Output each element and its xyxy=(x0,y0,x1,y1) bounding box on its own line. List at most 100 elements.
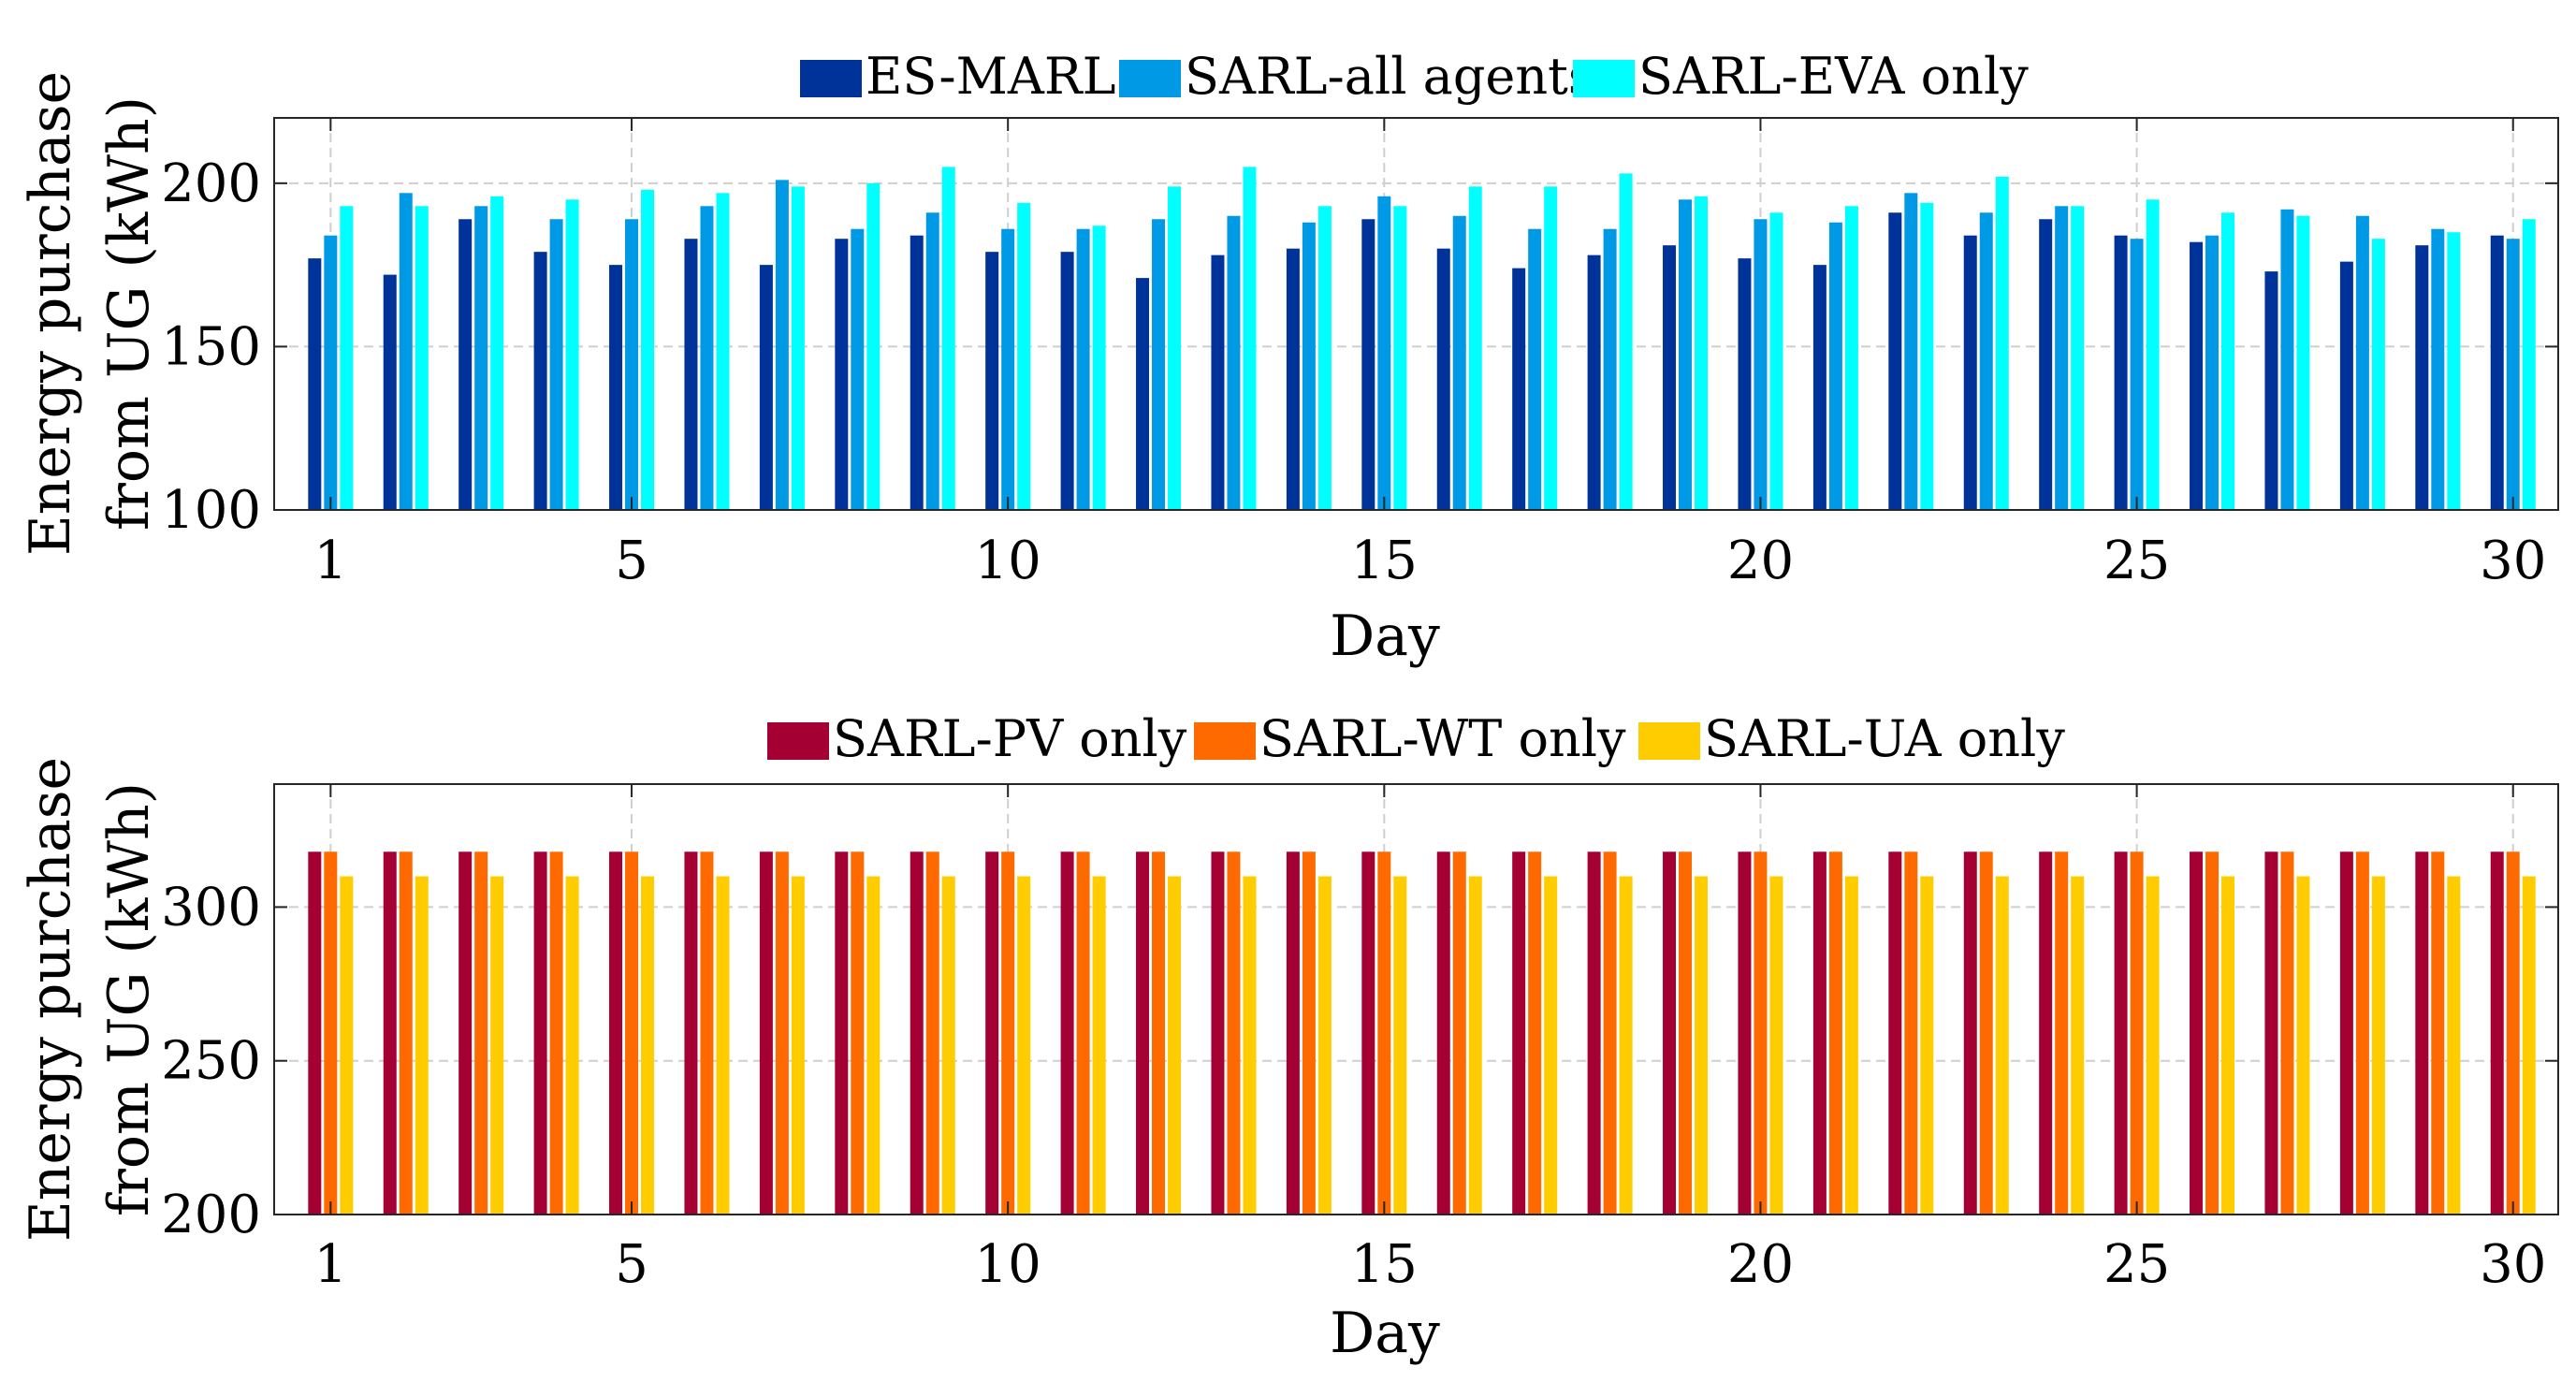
bar-sarl-eva-only-day-23 xyxy=(1995,176,2009,510)
bar-sarl-ua-only-day-2 xyxy=(415,876,429,1215)
bar-sarl-ua-only-day-4 xyxy=(565,876,579,1215)
bar-sarl-eva-only-day-8 xyxy=(866,182,880,511)
bar-es-marl-day-3 xyxy=(458,219,473,510)
bar-sarl-all-agents-day-9 xyxy=(925,212,939,510)
bar-es-marl-day-13 xyxy=(1211,255,1225,510)
bar-sarl-ua-only-day-1 xyxy=(340,876,354,1215)
bar-es-marl-day-23 xyxy=(1963,235,1977,510)
bar-sarl-pv-only-day-27 xyxy=(2264,851,2278,1215)
bar-sarl-pv-only-day-15 xyxy=(1361,851,1375,1215)
bar-sarl-pv-only-day-13 xyxy=(1211,851,1225,1215)
x-tick-label: 1 xyxy=(314,1234,348,1295)
bar-sarl-all-agents-day-1 xyxy=(324,235,338,510)
legend-swatch-sarl-eva-only xyxy=(1573,60,1635,97)
bar-sarl-wt-only-day-17 xyxy=(1528,851,1542,1215)
x-tick-label: 5 xyxy=(615,531,648,591)
y-axis-title-line1: Energy purchase xyxy=(18,71,83,556)
bar-sarl-ua-only-day-22 xyxy=(1920,876,1934,1215)
bar-sarl-pv-only-day-26 xyxy=(2190,851,2204,1215)
bar-sarl-eva-only-day-27 xyxy=(2296,215,2310,510)
bar-sarl-wt-only-day-4 xyxy=(549,851,563,1215)
bar-sarl-eva-only-day-2 xyxy=(415,206,429,510)
bar-sarl-all-agents-day-8 xyxy=(851,228,865,510)
bar-sarl-all-agents-day-7 xyxy=(775,180,789,510)
x-tick-label: 15 xyxy=(1351,531,1418,591)
bar-sarl-pv-only-day-7 xyxy=(759,851,773,1215)
bar-sarl-ua-only-day-15 xyxy=(1393,876,1407,1215)
bar-sarl-eva-only-day-28 xyxy=(2371,239,2385,511)
bar-es-marl-day-9 xyxy=(910,235,924,510)
bar-sarl-pv-only-day-12 xyxy=(1136,851,1150,1215)
bar-sarl-all-agents-day-30 xyxy=(2506,239,2520,511)
x-tick-label: 30 xyxy=(2480,1234,2546,1295)
bar-sarl-ua-only-day-11 xyxy=(1092,876,1106,1215)
bar-sarl-pv-only-day-19 xyxy=(1663,851,1677,1215)
y-tick-label: 250 xyxy=(161,1031,261,1092)
bar-sarl-eva-only-day-7 xyxy=(791,186,805,510)
bar-es-marl-day-12 xyxy=(1136,278,1150,510)
bar-es-marl-day-8 xyxy=(835,239,849,511)
y-tick-label: 100 xyxy=(161,480,261,541)
bar-sarl-ua-only-day-16 xyxy=(1468,876,1482,1215)
bar-sarl-ua-only-day-3 xyxy=(490,876,504,1215)
bar-sarl-all-agents-day-11 xyxy=(1076,228,1090,510)
bar-sarl-pv-only-day-3 xyxy=(458,851,473,1215)
bar-sarl-ua-only-day-21 xyxy=(1844,876,1858,1215)
bar-sarl-pv-only-day-14 xyxy=(1286,851,1300,1215)
legend-label-sarl-all-agents: SARL-all agents xyxy=(1185,47,1594,106)
bar-sarl-wt-only-day-23 xyxy=(1979,851,1993,1215)
bar-sarl-pv-only-day-4 xyxy=(533,851,547,1215)
bar-sarl-eva-only-day-10 xyxy=(1017,202,1031,511)
bar-sarl-ua-only-day-24 xyxy=(2071,876,2085,1215)
bar-sarl-wt-only-day-6 xyxy=(700,851,714,1215)
bar-es-marl-day-24 xyxy=(2039,219,2053,510)
legend-label-sarl-eva-only: SARL-EVA only xyxy=(1638,47,2029,106)
x-tick-label: 20 xyxy=(1727,531,1794,591)
bar-sarl-eva-only-day-6 xyxy=(716,193,730,510)
bar-sarl-eva-only-day-26 xyxy=(2221,212,2235,510)
bar-sarl-eva-only-day-3 xyxy=(490,196,504,511)
bar-sarl-wt-only-day-26 xyxy=(2205,851,2219,1215)
bar-sarl-wt-only-day-3 xyxy=(474,851,488,1215)
legend-bottom: SARL-PV only SARL-WT only SARL-UA only xyxy=(767,709,2065,768)
plot-frame-top xyxy=(273,117,2559,511)
bar-es-marl-day-2 xyxy=(383,274,397,510)
bar-sarl-eva-only-day-13 xyxy=(1243,167,1257,510)
bar-es-marl-day-15 xyxy=(1361,219,1375,510)
bar-sarl-eva-only-day-21 xyxy=(1844,206,1858,510)
bar-sarl-eva-only-day-9 xyxy=(941,167,955,510)
bar-sarl-eva-only-day-29 xyxy=(2447,232,2461,511)
bar-sarl-pv-only-day-1 xyxy=(308,851,322,1215)
bar-sarl-ua-only-day-28 xyxy=(2371,876,2385,1215)
legend-label-es-marl: ES-MARL xyxy=(866,47,1115,106)
bar-sarl-all-agents-day-22 xyxy=(1904,193,1918,510)
bar-sarl-pv-only-day-18 xyxy=(1587,851,1601,1215)
bar-sarl-wt-only-day-28 xyxy=(2355,851,2369,1215)
bar-es-marl-day-4 xyxy=(533,252,547,510)
bar-sarl-all-agents-day-15 xyxy=(1377,196,1391,511)
bar-sarl-wt-only-day-5 xyxy=(625,851,639,1215)
x-axis-title-top: Day xyxy=(1330,604,1440,669)
bar-sarl-eva-only-day-16 xyxy=(1468,186,1482,510)
bar-sarl-all-agents-day-21 xyxy=(1828,222,1842,510)
bar-es-marl-day-1 xyxy=(308,258,322,510)
bar-es-marl-day-7 xyxy=(759,265,773,510)
bar-sarl-all-agents-day-25 xyxy=(2130,239,2144,511)
legend-label-sarl-wt-only: SARL-WT only xyxy=(1259,709,1626,768)
bar-sarl-wt-only-day-27 xyxy=(2280,851,2294,1215)
legend-top: ES-MARL SARL-all agents SARL-EVA only xyxy=(800,47,2029,106)
bar-es-marl-day-16 xyxy=(1436,248,1450,510)
bar-sarl-all-agents-day-19 xyxy=(1679,199,1693,510)
bar-es-marl-day-19 xyxy=(1663,245,1677,510)
legend-swatch-es-marl xyxy=(800,60,862,97)
bar-sarl-wt-only-day-7 xyxy=(775,851,789,1215)
bar-es-marl-day-28 xyxy=(2339,261,2353,510)
bar-sarl-all-agents-day-10 xyxy=(1001,228,1015,510)
bar-es-marl-day-10 xyxy=(985,252,999,510)
bar-sarl-wt-only-day-13 xyxy=(1227,851,1241,1215)
y-tick-label: 200 xyxy=(161,153,261,214)
bar-sarl-wt-only-day-21 xyxy=(1828,851,1842,1215)
bar-sarl-eva-only-day-17 xyxy=(1544,186,1558,510)
